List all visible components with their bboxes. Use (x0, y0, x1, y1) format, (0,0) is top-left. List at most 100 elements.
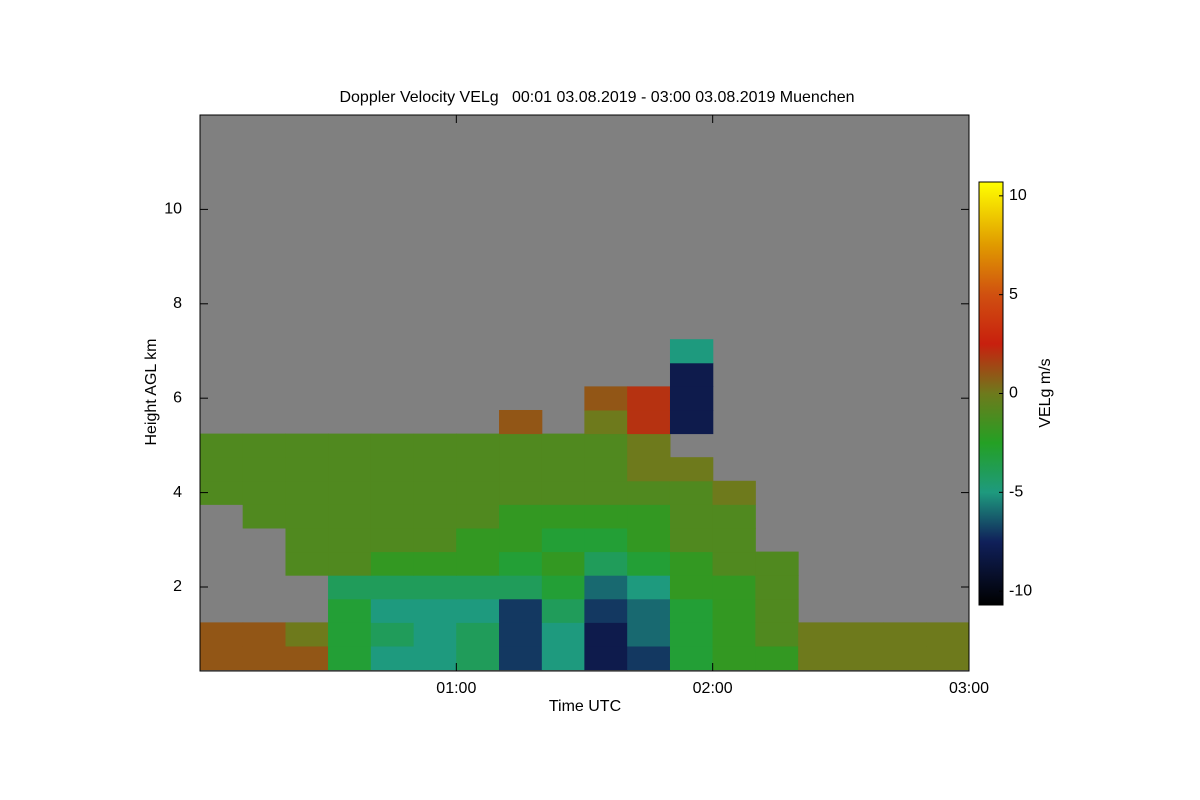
colorbar-tick-label: -10 (1009, 582, 1032, 599)
cell (456, 527, 500, 553)
cell (370, 504, 415, 529)
cell (328, 480, 372, 505)
cell (456, 480, 500, 505)
y-tick-label: 2 (173, 578, 182, 595)
cell (200, 457, 244, 482)
y-tick-label: 10 (164, 201, 182, 218)
cell (499, 504, 543, 529)
colorbar-tick-label: 10 (1009, 187, 1027, 204)
cell (584, 480, 628, 505)
cell (328, 622, 372, 647)
cell (413, 645, 457, 671)
cell (712, 622, 756, 647)
cell (541, 457, 586, 482)
cell (285, 433, 329, 458)
cell (456, 645, 500, 671)
cell (370, 457, 415, 482)
cell (328, 527, 372, 553)
cell (499, 551, 543, 576)
cell (584, 622, 628, 647)
x-axis-label: Time UTC (549, 698, 621, 715)
cell (669, 527, 714, 553)
cell (798, 645, 842, 671)
cell (370, 598, 415, 623)
cell (242, 622, 286, 647)
cell (499, 622, 543, 647)
cells (200, 339, 969, 671)
cell (712, 504, 756, 529)
y-tick-label: 4 (173, 484, 182, 501)
cell (669, 409, 714, 435)
cell (584, 645, 628, 671)
cell (840, 645, 885, 671)
cell (798, 622, 842, 647)
cell (413, 433, 457, 458)
cell (242, 433, 286, 458)
cell (328, 433, 372, 458)
cell (285, 527, 329, 553)
cell (883, 622, 927, 647)
cell (328, 598, 372, 623)
cell (499, 457, 543, 482)
cell (584, 527, 628, 553)
cell (712, 598, 756, 623)
cell (370, 480, 415, 505)
cell (584, 409, 628, 435)
colorbar-tick-label: 5 (1009, 286, 1018, 303)
cell (499, 598, 543, 623)
cell (541, 645, 586, 671)
cell (669, 575, 714, 600)
x-tick-label: 03:00 (949, 680, 989, 697)
cell (413, 551, 457, 576)
cell (541, 622, 586, 647)
cell (627, 645, 671, 671)
cell (499, 409, 543, 435)
cell (200, 622, 244, 647)
cell (370, 645, 415, 671)
cell (541, 575, 586, 600)
cell (456, 551, 500, 576)
cell (413, 575, 457, 600)
cell (669, 622, 714, 647)
cell (669, 598, 714, 623)
cell (285, 504, 329, 529)
cell (499, 433, 543, 458)
cell (627, 598, 671, 623)
cell (413, 622, 457, 647)
cell (627, 433, 671, 458)
cell (200, 433, 244, 458)
cell (584, 598, 628, 623)
cell (456, 598, 500, 623)
chart-title: Doppler Velocity VELg 00:01 03.08.2019 -… (339, 89, 854, 106)
cell (669, 504, 714, 529)
cell (926, 622, 969, 647)
cell (627, 575, 671, 600)
cell (627, 527, 671, 553)
cell (456, 504, 500, 529)
cell (584, 457, 628, 482)
cell (627, 480, 671, 505)
cell (285, 480, 329, 505)
cell (755, 551, 799, 576)
cell (456, 457, 500, 482)
cell (541, 598, 586, 623)
cell (669, 645, 714, 671)
cell (669, 339, 714, 364)
cell (370, 622, 415, 647)
cell (669, 457, 714, 482)
cell (413, 457, 457, 482)
cell (755, 622, 799, 647)
cell (584, 551, 628, 576)
cell (755, 598, 799, 623)
cell (242, 480, 286, 505)
cell (499, 645, 543, 671)
cell (456, 575, 500, 600)
cell (584, 575, 628, 600)
cell (328, 457, 372, 482)
cell (285, 645, 329, 671)
cell (242, 457, 286, 482)
colorbar-tick-label: -5 (1009, 484, 1023, 501)
cell (456, 433, 500, 458)
cell (755, 645, 799, 671)
